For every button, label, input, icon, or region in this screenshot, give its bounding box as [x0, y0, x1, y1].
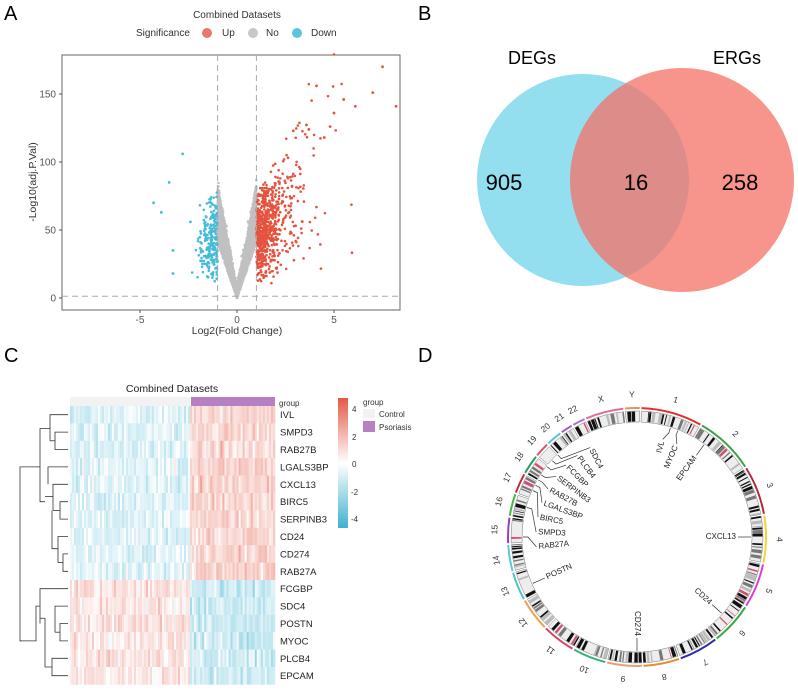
volcano-legend: Significance Up No Down: [136, 28, 337, 39]
volcano-title: Combined Datasets: [193, 10, 281, 21]
legend-down-label: Down: [311, 28, 337, 39]
legend-title: Significance: [136, 28, 190, 39]
legend-up-label: Up: [222, 28, 235, 39]
legend-no-label: No: [266, 28, 279, 39]
volcano-points: [62, 53, 400, 310]
legend-up-swatch: [202, 28, 212, 38]
legend-down-swatch: [292, 28, 302, 38]
panel-label-d: D: [418, 345, 432, 367]
panel-label-b: B: [418, 3, 431, 25]
legend-no-swatch: [248, 28, 258, 38]
volcano-plot: Combined Datasets Significance Up No Dow…: [27, 10, 401, 337]
panel-label-a: A: [4, 3, 18, 25]
point-no: [217, 181, 220, 185]
panel-label-c: C: [4, 345, 18, 367]
plot-frame: [61, 54, 401, 311]
